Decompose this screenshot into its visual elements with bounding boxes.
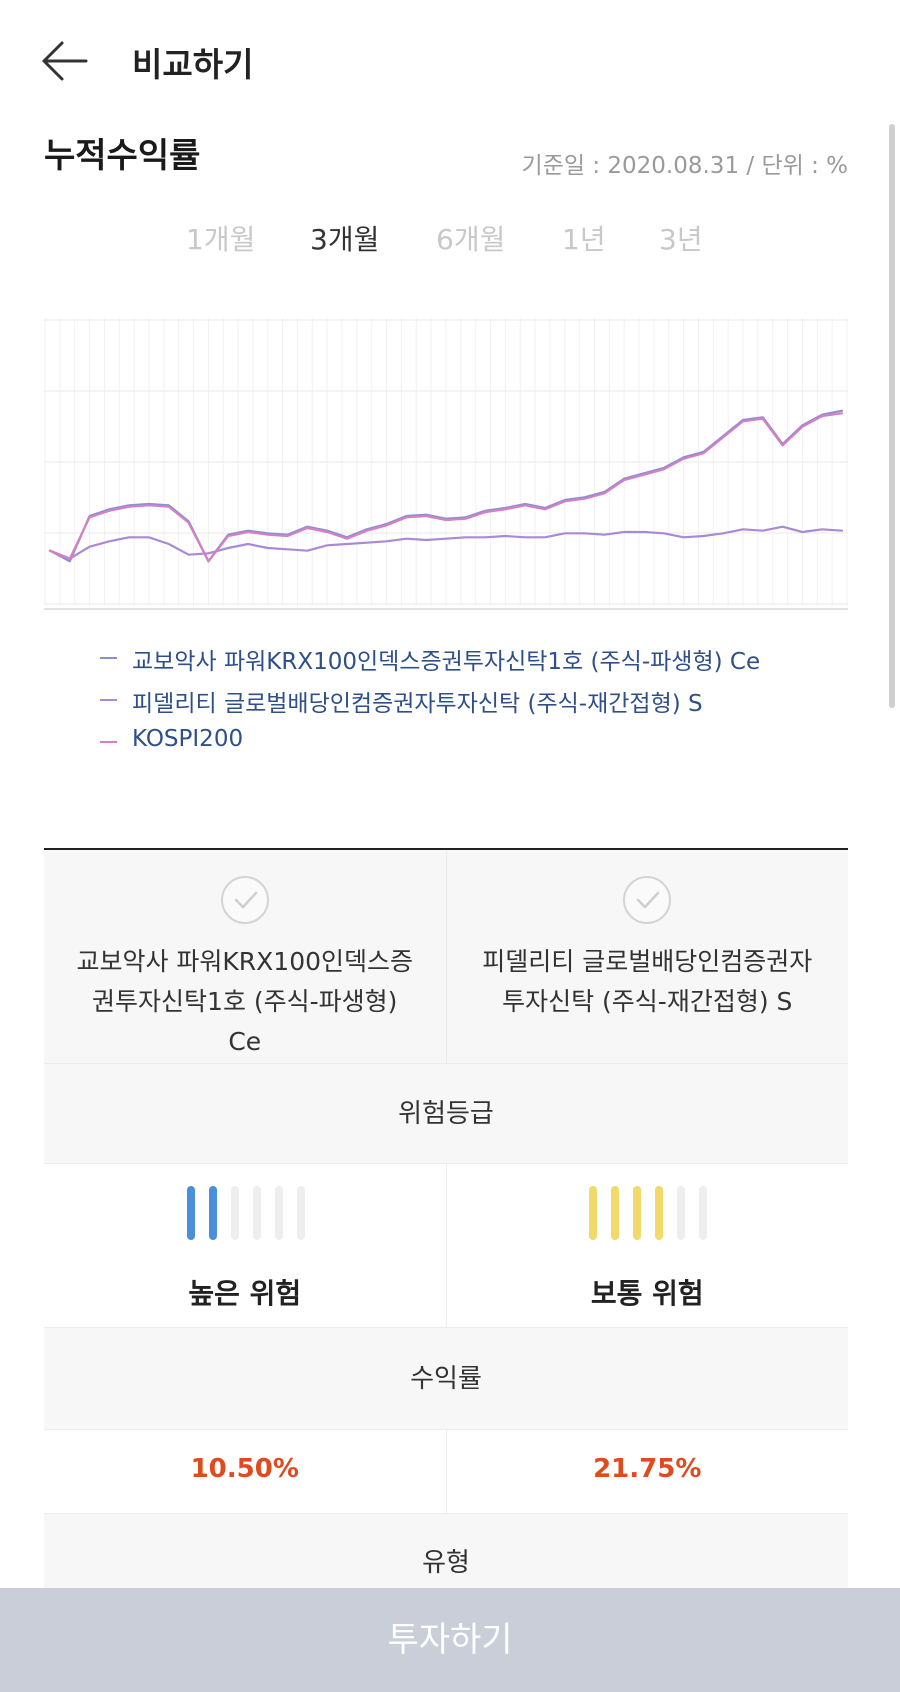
risk-label: 높은 위험 [188, 1277, 302, 1310]
return-cell: 21.75% [445, 1430, 849, 1513]
legend-swatch [100, 699, 117, 701]
divider [44, 848, 848, 850]
risk-bar-filled [208, 1186, 217, 1240]
risk-label: 보통 위험 [590, 1277, 704, 1310]
risk-bar-empty [252, 1186, 261, 1240]
risk-grade-row: 높은 위험 보통 위험 [44, 1164, 848, 1328]
legend-swatch [100, 657, 117, 659]
base-date-text: 기준일 : 2020.08.31 / 단위 : % [521, 153, 848, 179]
section-title: 누적수익률 [44, 136, 201, 176]
fund-name[interactable]: 교보악사 파워KRX100인덱스증권투자신탁1호 (주식-파생형) Ce [76, 947, 414, 1056]
return-value: 21.75% [593, 1454, 702, 1484]
page-title: 비교하기 [132, 45, 254, 84]
select-fund-button[interactable] [623, 876, 672, 924]
fund-cell: 피델리티 글로벌배당인컴증권자투자신탁 (주식-재간접형) S [445, 850, 849, 1063]
check-circle-icon [637, 891, 660, 909]
chart-series-line [48, 525, 844, 560]
back-button[interactable] [40, 36, 90, 86]
period-tabs: 1개월 3개월 6개월 1년 3년 [0, 218, 900, 268]
risk-grade-header: 위험등급 [44, 1064, 848, 1164]
risk-cell: 보통 위험 [445, 1164, 849, 1327]
arrow-left-icon [42, 41, 88, 81]
tab-3-years[interactable]: 3년 [659, 223, 703, 256]
risk-cell: 높은 위험 [44, 1164, 446, 1327]
risk-level-bars [186, 1186, 305, 1240]
fund-names-row: 교보악사 파워KRX100인덱스증권투자신탁1호 (주식-파생형) Ce 피델리… [44, 850, 848, 1064]
check-circle-icon [234, 891, 257, 909]
risk-bar-filled [186, 1186, 195, 1240]
risk-bar-filled [655, 1186, 664, 1240]
tab-3-months[interactable]: 3개월 [310, 223, 380, 256]
risk-bar-empty [677, 1186, 686, 1240]
select-fund-button[interactable] [220, 876, 269, 924]
fund-name[interactable]: 피델리티 글로벌배당인컴증권자투자신탁 (주식-재간접형) S [482, 947, 813, 1016]
return-value: 10.50% [190, 1454, 299, 1484]
risk-bar-empty [699, 1186, 708, 1240]
risk-bar-empty [230, 1186, 239, 1240]
risk-bar-empty [296, 1186, 305, 1240]
risk-bar-filled [589, 1186, 598, 1240]
scrollbar[interactable] [889, 124, 895, 708]
risk-bar-filled [633, 1186, 642, 1240]
tab-1-year[interactable]: 1년 [562, 223, 606, 256]
tab-6-months[interactable]: 6개월 [436, 223, 506, 256]
tab-1-month[interactable]: 1개월 [186, 223, 256, 256]
risk-level-bars [589, 1186, 708, 1240]
return-cell: 10.50% [44, 1430, 446, 1513]
risk-bar-empty [274, 1186, 283, 1240]
legend-label: 교보악사 파워KRX100인덱스증권투자신탁1호 (주식-파생형) Ce [132, 649, 761, 675]
chart-series-line [48, 412, 844, 563]
invest-button[interactable]: 투자하기 [0, 1588, 900, 1692]
legend-label: 피델리티 글로벌배당인컴증권자투자신탁 (주식-재간접형) S [132, 691, 703, 717]
risk-bar-filled [611, 1186, 620, 1240]
cumulative-return-chart [44, 318, 848, 610]
fund-cell: 교보악사 파워KRX100인덱스증권투자신탁1호 (주식-파생형) Ce [44, 850, 446, 1063]
legend-swatch [100, 741, 117, 743]
compare-table: 교보악사 파워KRX100인덱스증권투자신탁1호 (주식-파생형) Ce 피델리… [44, 848, 848, 1604]
legend-label: KOSPI200 [132, 726, 244, 752]
app-header: 비교하기 [0, 0, 900, 118]
return-header: 수익률 [44, 1328, 848, 1430]
return-row: 10.50% 21.75% [44, 1430, 848, 1514]
